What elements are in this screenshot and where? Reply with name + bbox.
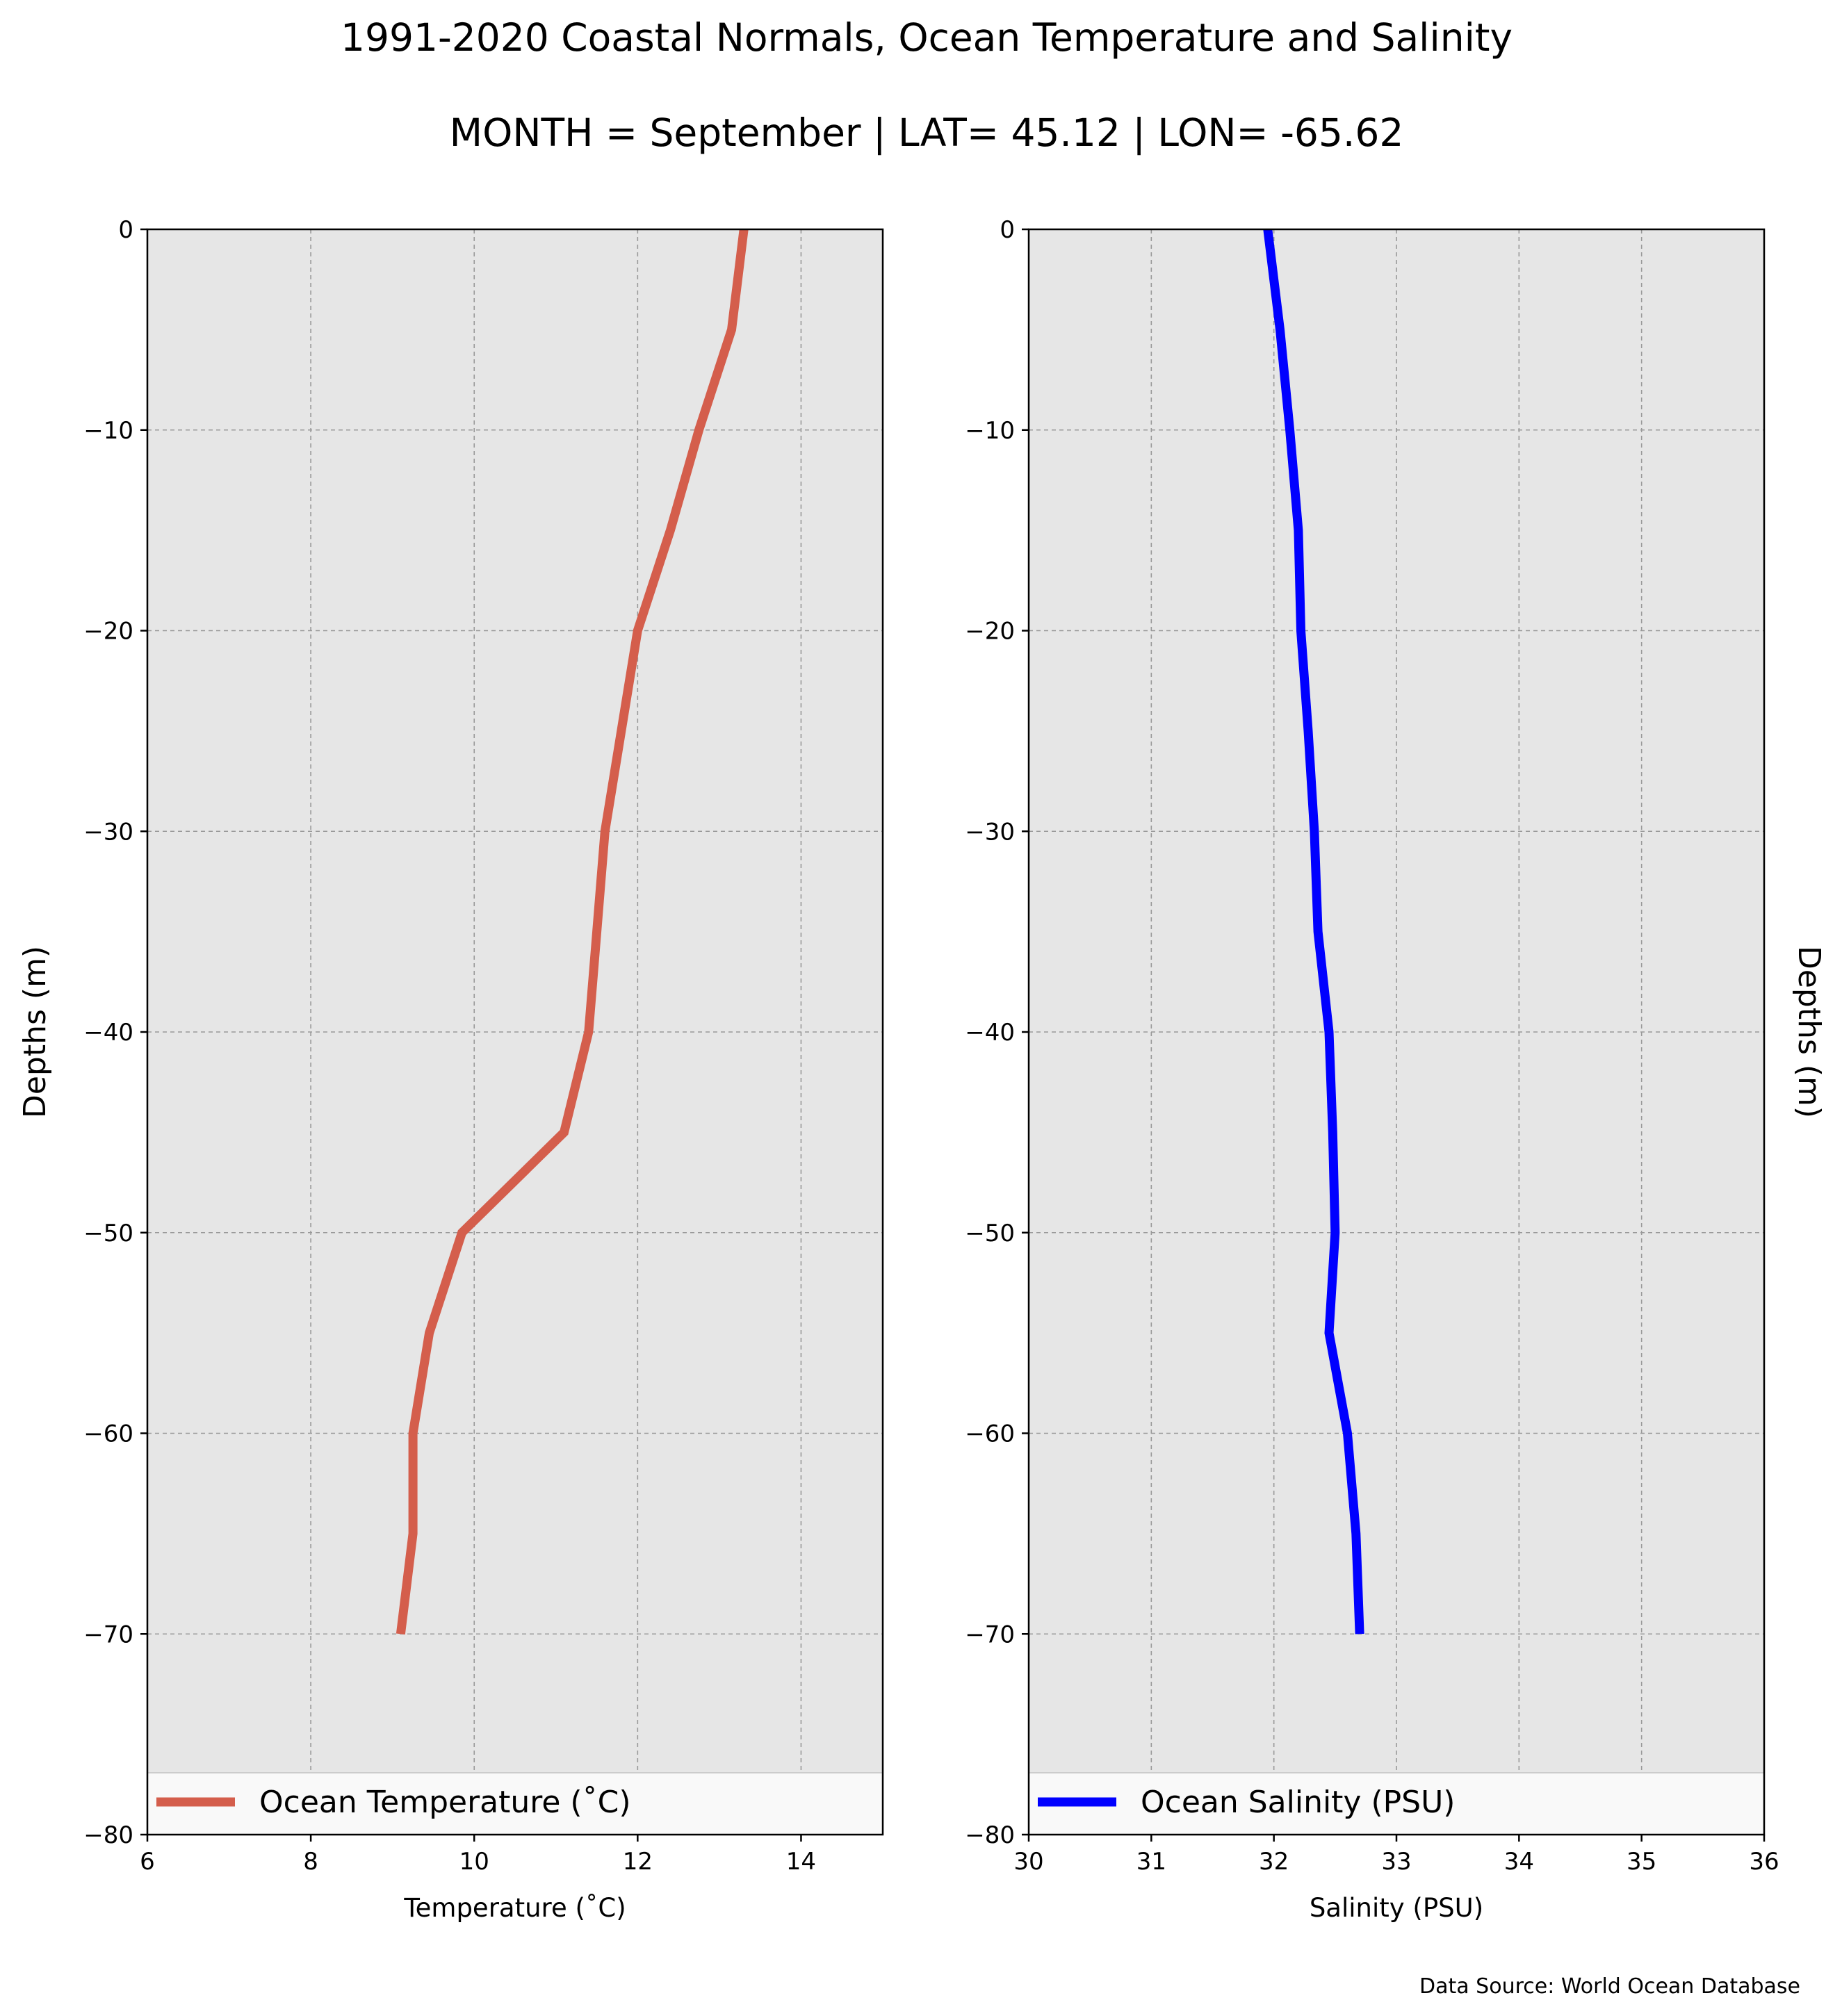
grid-lines	[147, 229, 883, 1835]
y-tick-label: −60	[83, 1420, 133, 1448]
y-tick-label: −50	[83, 1220, 133, 1247]
y-tick-label: −40	[965, 1019, 1015, 1047]
legend: Ocean Temperature (˚C)	[147, 1772, 883, 1835]
x-axis-label: Temperature (˚C)	[403, 1893, 626, 1923]
legend: Ocean Salinity (PSU)	[1028, 1772, 1765, 1835]
y-tick-label: −30	[965, 818, 1015, 846]
x-tick-label: 32	[1259, 1848, 1289, 1876]
x-tick-label: 14	[786, 1848, 816, 1876]
series-lines	[396, 229, 749, 1635]
y-tick-label: −10	[83, 417, 133, 445]
x-axis-label: Salinity (PSU)	[1310, 1893, 1483, 1923]
x-tick-label: 34	[1504, 1848, 1534, 1876]
legend-label: Ocean Temperature (˚C)	[259, 1785, 631, 1820]
x-tick-label: 35	[1627, 1848, 1656, 1876]
y-tick-label: −70	[83, 1621, 133, 1648]
axis-ticks: 6 8 10 12 14 0 −10 −20 −30 −40 −50 −60 −70 −80	[83, 216, 816, 1876]
y-tick-label: −20	[83, 618, 133, 646]
legend-box	[1028, 1772, 1765, 1835]
y-tick-label: −70	[965, 1621, 1015, 1648]
temperature-panel: Ocean Temperature (˚C) 6 8 10 12 14 0 −10 −20 −3…	[17, 216, 884, 1923]
y-tick-label: 0	[1000, 216, 1015, 244]
y-tick-label: −10	[965, 417, 1015, 445]
y-tick-label: −80	[965, 1821, 1015, 1849]
y-tick-label: −60	[965, 1420, 1015, 1448]
series-line	[1263, 229, 1364, 1634]
y-axis-label: Depths (m)	[1791, 946, 1827, 1118]
data-source-note: Data Source: World Ocean Database	[1419, 1974, 1800, 1999]
x-tick-label: 12	[623, 1848, 653, 1876]
legend-label: Ocean Salinity (PSU)	[1141, 1785, 1455, 1820]
x-tick-label: 10	[459, 1848, 489, 1876]
x-tick-label: 30	[1013, 1848, 1043, 1876]
y-tick-label: −50	[965, 1220, 1015, 1247]
y-tick-label: −30	[83, 818, 133, 846]
figure-subtitle: MONTH = September | LAT= 45.12 | LON= -6…	[450, 110, 1404, 156]
x-tick-label: 36	[1749, 1848, 1779, 1876]
x-tick-label: 8	[303, 1848, 318, 1876]
series-lines	[1263, 229, 1364, 1634]
y-tick-label: −80	[83, 1821, 133, 1849]
grid-lines	[1029, 229, 1764, 1835]
series-line	[396, 229, 749, 1635]
y-tick-label: 0	[118, 216, 133, 244]
figure-title: 1991-2020 Coastal Normals, Ocean Tempera…	[341, 15, 1513, 60]
salinity-panel: Ocean Salinity (PSU) 30 31 32 33 34 35 36 0 −10 −…	[965, 216, 1827, 1923]
x-tick-label: 33	[1381, 1848, 1411, 1876]
y-axis-label: Depths (m)	[17, 946, 53, 1118]
y-tick-label: −40	[83, 1019, 133, 1047]
x-tick-label: 6	[140, 1848, 155, 1876]
x-tick-label: 31	[1136, 1848, 1166, 1876]
y-tick-label: −20	[965, 618, 1015, 646]
axis-ticks: 30 31 32 33 34 35 36 0 −10 −20 −30 −40 −50 −60 −70 −80	[965, 216, 1779, 1876]
